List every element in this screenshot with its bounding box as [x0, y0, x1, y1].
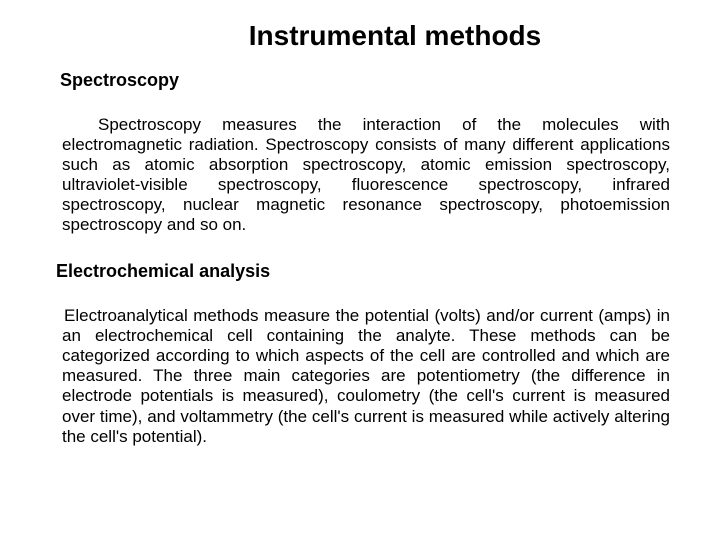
- section-heading-electrochemical: Electrochemical analysis: [56, 261, 670, 282]
- page-title: Instrumental methods: [120, 20, 670, 52]
- section-heading-spectroscopy: Spectroscopy: [60, 70, 670, 91]
- section-body-spectroscopy: Spectroscopy measures the interaction of…: [60, 115, 670, 235]
- section-body-electrochemical: Electroanalytical methods measure the po…: [60, 306, 670, 446]
